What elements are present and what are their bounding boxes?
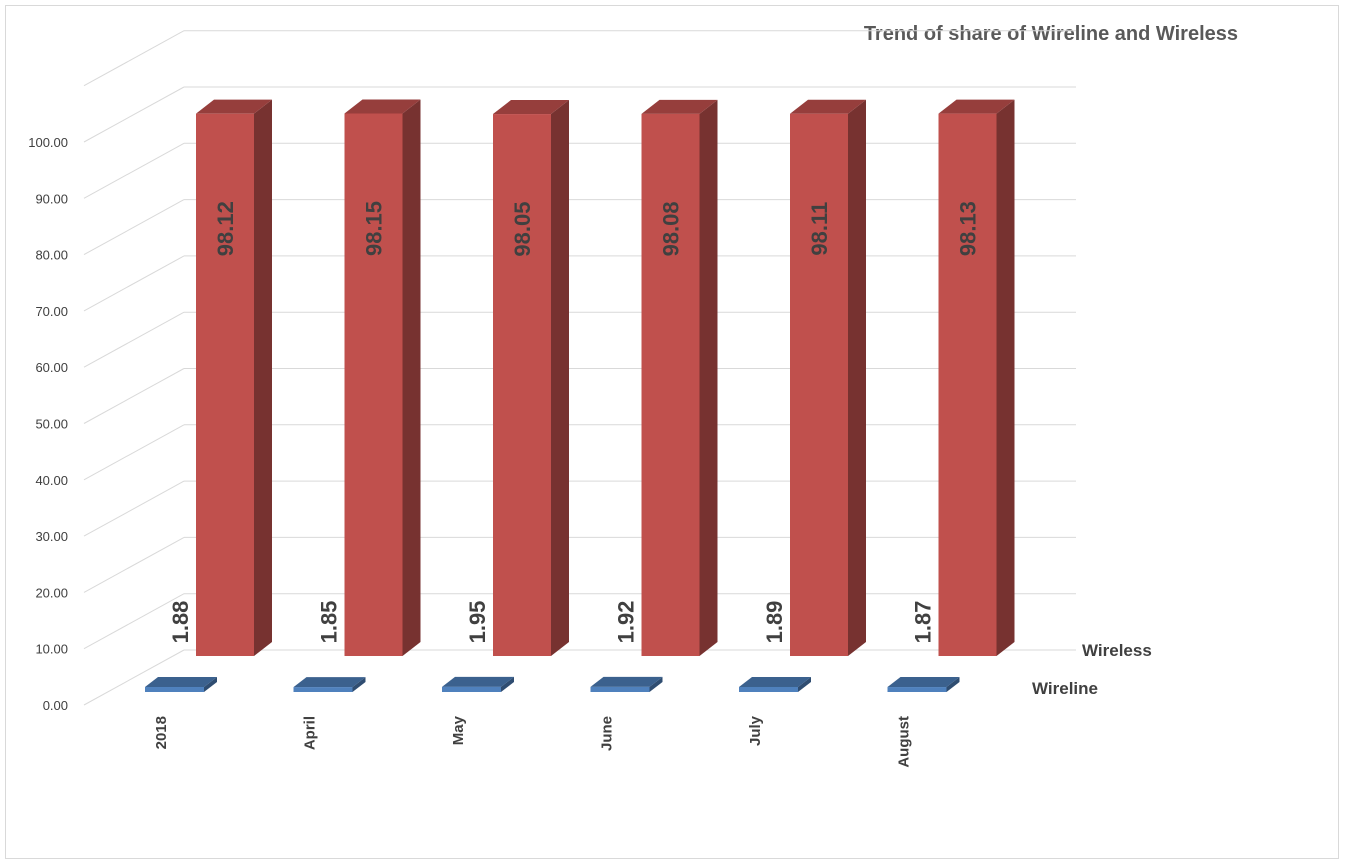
wireline-data-label: 1.88 [168, 601, 193, 644]
wireless-bar-side [848, 99, 866, 656]
wireless-bar [790, 113, 848, 656]
y-tick-label: 100.00 [28, 135, 68, 150]
wireline-bar-top [590, 676, 663, 687]
series-wireline: 1.88 1.85 1.95 1.92 1.89 1.87 [145, 601, 960, 692]
wireline-data-label: 1.85 [317, 601, 342, 644]
gridline-depth [83, 199, 185, 256]
wireless-bar [641, 113, 700, 657]
wireline-bar-top [442, 676, 514, 687]
wireless-bar-side [699, 99, 718, 657]
series-label-wireless: Wireless [1082, 641, 1152, 660]
wireless-data-label: 98.11 [807, 202, 832, 256]
x-tick-label: July [747, 715, 764, 746]
wireline-bar [739, 686, 798, 692]
y-tick-label: 30.00 [35, 529, 68, 544]
wireless-bar-top [938, 99, 1015, 114]
wireline-data-label: 1.89 [762, 601, 787, 644]
y-tick-label: 90.00 [35, 191, 68, 206]
wireless-data-label: 98.12 [213, 201, 238, 256]
wireline-bar-top [739, 676, 811, 687]
wireline-bar [293, 687, 353, 692]
gridline-depth [83, 30, 185, 87]
x-tick-label: April [302, 716, 319, 750]
y-tick-label: 40.00 [35, 473, 68, 488]
wireless-bar-side [551, 100, 569, 657]
wireline-bar-side [798, 676, 811, 692]
gridline-depth [83, 368, 185, 424]
wireline-bar [887, 687, 947, 692]
wireless-bar [196, 113, 254, 656]
wireline-data-label: 1.92 [614, 601, 639, 644]
wireless-bar [344, 113, 403, 657]
wireless-bar [493, 114, 551, 657]
wireline-bar-top [887, 677, 960, 688]
wireless-bar-side [402, 99, 421, 657]
wireless-bar-top [641, 99, 718, 114]
wireless-bar [938, 113, 997, 657]
wireless-data-label: 98.13 [956, 201, 981, 256]
x-tick-label: May [450, 715, 467, 745]
y-tick-label: 50.00 [35, 417, 68, 432]
wireless-bar-top [196, 99, 272, 114]
wireless-data-label: 98.08 [659, 201, 684, 256]
x-tick-label: June [599, 716, 616, 751]
wireless-bar-top [790, 99, 866, 114]
x-tick-label: 2018 [153, 716, 170, 749]
wireless-bar-side [254, 99, 272, 656]
wireline-bar-top [293, 677, 366, 688]
wireline-bar-side [946, 677, 960, 692]
wireless-data-label: 98.15 [362, 201, 387, 256]
wireless-bar-side [996, 99, 1015, 657]
wireline-data-label: 1.87 [911, 601, 936, 644]
wireline-bar-side [204, 677, 217, 692]
gridline-depth [83, 649, 185, 706]
x-tick-label: August [896, 716, 913, 768]
y-tick-label: 60.00 [35, 360, 68, 375]
gridline-depth [83, 536, 185, 593]
wireline-bar [590, 686, 650, 692]
y-axis: 0.00 10.00 20.00 30.00 40.00 50.00 60.00 70.00 8… [28, 135, 68, 713]
gridline-depth [83, 311, 185, 368]
wireless-bar-top [493, 100, 569, 115]
series-label-wireline: Wireline [1032, 679, 1098, 698]
wireless-bar-top [344, 99, 421, 114]
gridline-depth [83, 480, 185, 537]
y-tick-label: 0.00 [43, 698, 68, 713]
gridline-depth [83, 255, 185, 312]
y-tick-label: 80.00 [35, 248, 68, 263]
wireline-bar [442, 686, 501, 692]
wireline-bar-top [145, 677, 217, 688]
gridline-depth [83, 424, 185, 481]
wireline-bar-side [352, 677, 366, 692]
y-tick-label: 20.00 [35, 585, 68, 600]
chart-title: Trend of share of Wireline and Wireless [864, 23, 1238, 45]
wireline-bar-side [649, 676, 663, 692]
wireline-bar [145, 687, 204, 692]
y-tick-label: 10.00 [35, 642, 68, 657]
gridline-depth [83, 142, 185, 199]
wireline-data-label: 1.95 [465, 601, 490, 644]
x-axis: 2018 April May June July August [153, 715, 913, 767]
gridline-depth [83, 593, 185, 650]
gridline-depth [83, 86, 185, 143]
wireless-data-label: 98.05 [510, 202, 535, 257]
chart-frame [5, 5, 1339, 859]
y-tick-label: 70.00 [35, 304, 68, 319]
gridlines [83, 30, 1076, 706]
wireline-bar-side [501, 676, 514, 692]
series-wireless: 98.12 98.15 98.05 98.08 98.11 98.13 [196, 99, 1015, 657]
